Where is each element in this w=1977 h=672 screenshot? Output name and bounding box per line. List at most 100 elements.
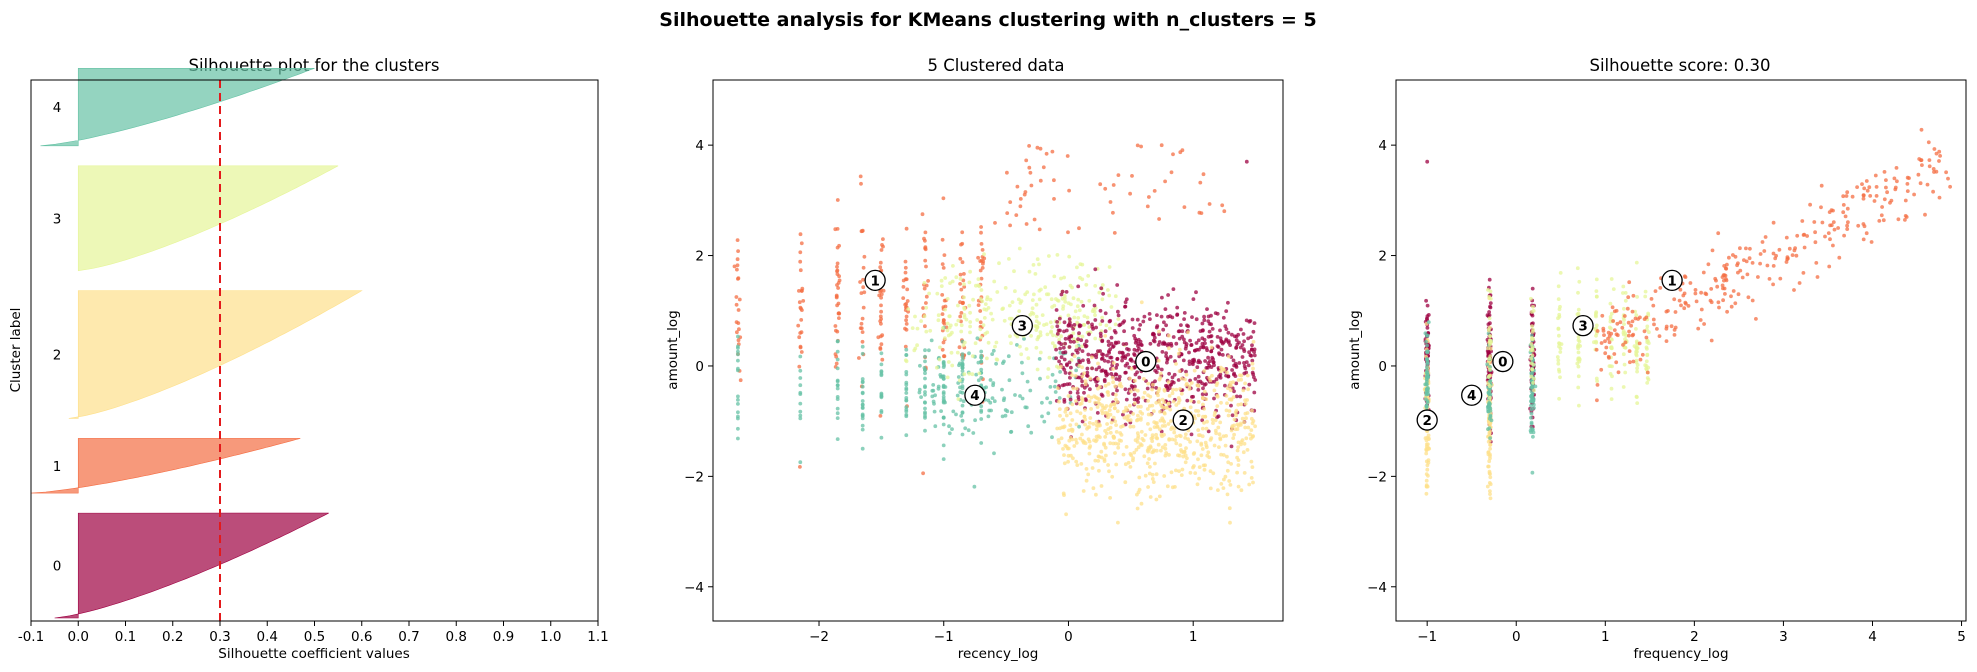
scatter-point bbox=[1628, 360, 1632, 365]
scatter-point bbox=[1645, 347, 1649, 351]
scatter-point bbox=[1148, 317, 1152, 321]
scatter-point bbox=[1795, 233, 1800, 238]
scatter-point bbox=[928, 328, 933, 333]
scatter-point bbox=[1154, 370, 1159, 375]
scatter-point bbox=[1015, 184, 1020, 189]
scatter-point bbox=[1679, 303, 1683, 308]
scatter-point bbox=[1071, 296, 1076, 301]
scatter-point bbox=[947, 424, 951, 429]
scatter-point bbox=[799, 318, 804, 322]
scatter-point bbox=[1529, 374, 1534, 379]
scatter-point bbox=[1029, 183, 1034, 188]
scatter-point bbox=[1103, 383, 1108, 388]
scatter-point bbox=[1162, 420, 1167, 424]
scatter-point bbox=[1217, 445, 1221, 449]
scatter-point bbox=[1717, 305, 1721, 310]
scatter-point bbox=[945, 321, 950, 326]
scatter-point bbox=[798, 390, 803, 395]
scatter-point bbox=[1106, 393, 1111, 397]
scatter-point bbox=[1123, 480, 1128, 485]
scatter-point bbox=[940, 262, 945, 266]
scatter-point bbox=[1234, 346, 1238, 350]
scatter-point bbox=[1634, 260, 1639, 265]
scatter-point bbox=[1012, 269, 1016, 274]
scatter-point bbox=[738, 378, 743, 383]
scatter-point bbox=[1176, 378, 1181, 382]
scatter-point bbox=[1750, 298, 1755, 303]
scatter-point bbox=[1044, 151, 1049, 156]
scatter-point bbox=[1150, 382, 1155, 387]
scatter-point bbox=[1147, 404, 1152, 408]
scatter-point bbox=[1116, 317, 1121, 321]
scatter-point bbox=[957, 378, 962, 383]
scatter-point bbox=[1646, 377, 1651, 382]
scatter-point bbox=[1145, 461, 1150, 466]
scatter-point bbox=[1076, 316, 1081, 320]
scatter-point bbox=[1050, 325, 1054, 329]
scatter-point bbox=[1175, 312, 1180, 317]
scatter-point bbox=[1057, 399, 1061, 404]
scatter-point bbox=[833, 352, 838, 357]
scatter-point bbox=[1425, 159, 1430, 164]
scatter-point bbox=[960, 403, 965, 408]
frequency-scatter-points bbox=[1422, 127, 1952, 501]
scatter-point bbox=[1103, 445, 1108, 450]
scatter-point bbox=[1068, 411, 1073, 416]
scatter-point bbox=[904, 405, 909, 409]
cluster-center-marker bbox=[1011, 315, 1033, 337]
scatter-point bbox=[1082, 314, 1087, 318]
scatter-point bbox=[1166, 333, 1171, 338]
scatter-point bbox=[1168, 383, 1173, 387]
scatter-point bbox=[1575, 266, 1580, 271]
scatter-point bbox=[1424, 405, 1429, 410]
scatter-point bbox=[1797, 281, 1802, 285]
scatter-point bbox=[1059, 276, 1063, 281]
scatter-point bbox=[1211, 421, 1215, 425]
scatter-point bbox=[1071, 386, 1076, 391]
scatter-point bbox=[1250, 343, 1254, 348]
scatter-point bbox=[1218, 436, 1223, 440]
scatter-point bbox=[1246, 336, 1250, 341]
scatter-point bbox=[904, 347, 909, 352]
scatter-point bbox=[1001, 306, 1005, 311]
scatter-point bbox=[956, 397, 961, 401]
scatter-point bbox=[1727, 255, 1731, 260]
scatter-point bbox=[1614, 360, 1619, 365]
scatter-point bbox=[1227, 409, 1232, 413]
scatter-point bbox=[1164, 323, 1168, 328]
scatter-point bbox=[1765, 263, 1770, 268]
scatter-point bbox=[1251, 329, 1256, 334]
scatter-point bbox=[1095, 405, 1100, 409]
scatter-point bbox=[1207, 455, 1212, 460]
scatter-point bbox=[980, 266, 985, 270]
scatter-point bbox=[1082, 371, 1086, 376]
scatter-point bbox=[1110, 375, 1115, 380]
scatter-point bbox=[1068, 397, 1073, 402]
scatter-point bbox=[1094, 367, 1099, 372]
scatter-point bbox=[1189, 398, 1193, 403]
scatter-point bbox=[941, 443, 946, 448]
scatter-point bbox=[1488, 496, 1493, 501]
scatter-point bbox=[1159, 367, 1164, 372]
scatter-point bbox=[1227, 479, 1232, 483]
scatter-point bbox=[1487, 459, 1492, 464]
scatter-point bbox=[923, 400, 927, 405]
scatter-point bbox=[834, 328, 838, 333]
scatter-point bbox=[1163, 307, 1168, 311]
scatter-point bbox=[1174, 362, 1178, 366]
scatter-point bbox=[936, 318, 941, 323]
scatter-point bbox=[1864, 179, 1869, 183]
scatter-point bbox=[1159, 143, 1164, 148]
scatter-point bbox=[1108, 441, 1113, 446]
scatter-point bbox=[904, 412, 909, 417]
scatter-point bbox=[941, 415, 946, 420]
scatter-point bbox=[1096, 434, 1101, 439]
scatter-point bbox=[1206, 334, 1211, 339]
scatter-point bbox=[835, 261, 840, 266]
scatter-point bbox=[1098, 331, 1103, 336]
scatter-point bbox=[1488, 446, 1492, 451]
scatter-point bbox=[1926, 140, 1931, 145]
scatter-point bbox=[1826, 231, 1831, 236]
scatter-point bbox=[1594, 340, 1599, 345]
